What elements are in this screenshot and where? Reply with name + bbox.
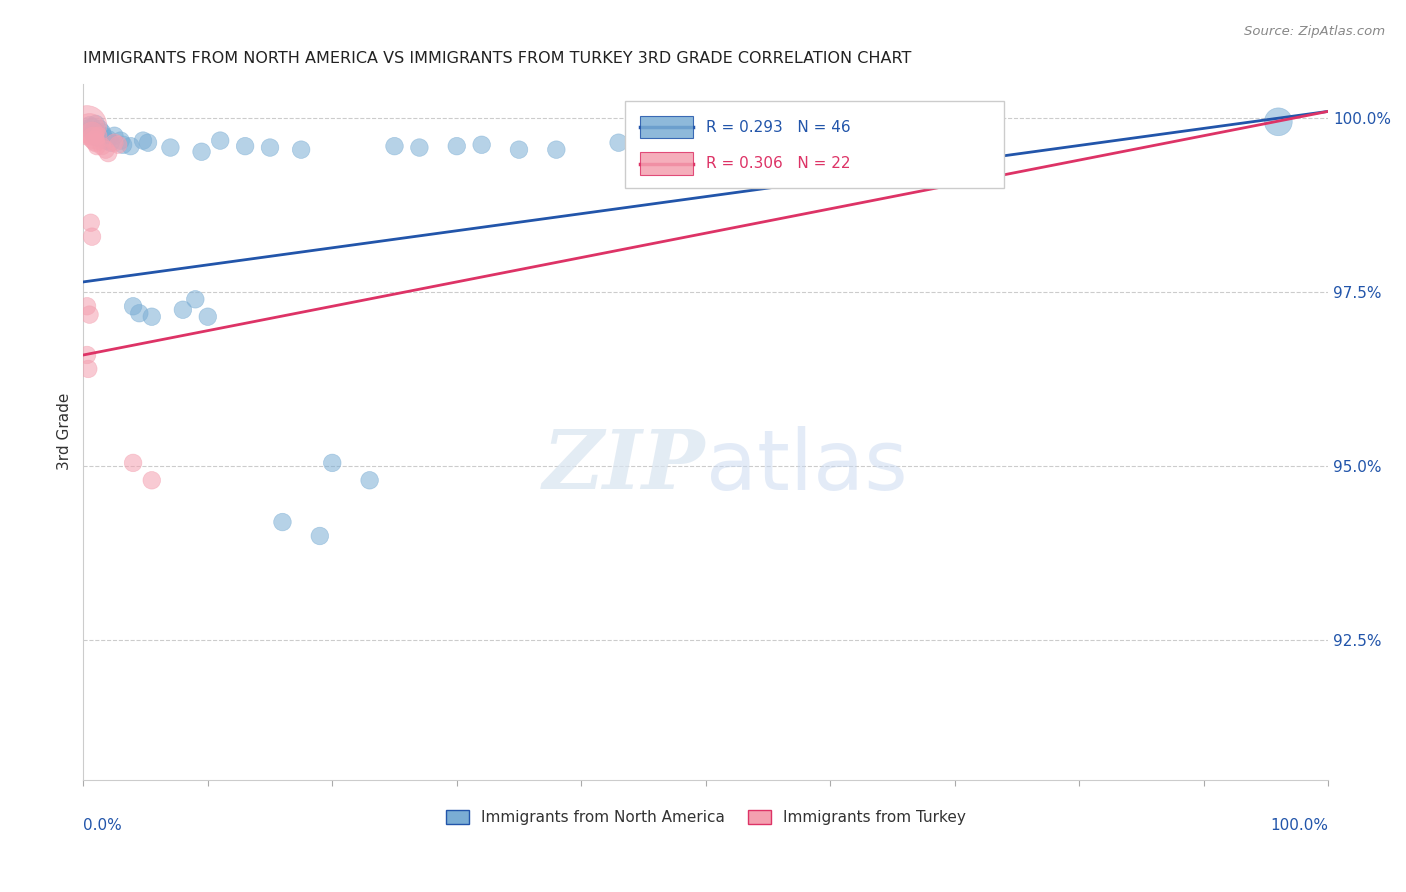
Point [79,308,101,322]
Point [76,121,98,136]
Text: R = 0.306   N = 22: R = 0.306 N = 22 [706,156,851,171]
Point [122,456,145,470]
Point [82,130,104,145]
Point [80,127,103,141]
Point [607,136,630,150]
Point [136,136,159,150]
Point [844,118,866,132]
Point [844,121,866,136]
Point [91,128,114,143]
Point [122,299,145,313]
Point [110,134,132,148]
Point [76,118,98,132]
Point [91,125,114,139]
Point [100,136,122,150]
Point [233,139,256,153]
Point [408,140,430,154]
Point [79,121,101,136]
Point [97,146,120,161]
Point [159,140,181,154]
Text: R = 0.293   N = 46: R = 0.293 N = 46 [706,120,851,135]
Point [80,229,103,244]
Point [120,139,142,153]
FancyBboxPatch shape [624,101,1004,188]
Point [84,117,107,131]
Point [86,139,108,153]
Point [87,130,110,145]
Point [508,143,530,157]
Point [94,143,117,157]
Point [359,473,381,487]
Text: 0.0%: 0.0% [83,818,122,833]
Text: 100.0%: 100.0% [1270,818,1329,833]
Point [83,128,105,143]
Point [259,140,281,154]
Point [546,143,568,157]
Point [446,139,468,153]
Point [76,299,98,313]
Point [82,124,104,138]
Point [94,134,117,148]
Point [197,310,219,324]
FancyBboxPatch shape [640,116,693,138]
Point [76,348,98,362]
Point [209,134,232,148]
Point [79,118,101,132]
Point [80,120,103,134]
Point [80,216,103,230]
Point [97,132,120,146]
Point [77,362,100,376]
Point [172,302,194,317]
FancyBboxPatch shape [640,153,693,175]
Point [112,137,135,152]
Point [308,529,330,543]
Point [84,136,107,150]
Point [384,139,406,153]
Point [321,456,343,470]
Text: IMMIGRANTS FROM NORTH AMERICA VS IMMIGRANTS FROM TURKEY 3RD GRADE CORRELATION CH: IMMIGRANTS FROM NORTH AMERICA VS IMMIGRA… [83,51,911,66]
Point [87,128,110,143]
Point [128,306,150,320]
Point [82,127,104,141]
Point [107,137,129,152]
Text: atlas: atlas [706,425,907,507]
Legend: Immigrants from North America, Immigrants from Turkey: Immigrants from North America, Immigrant… [440,804,972,831]
Point [271,515,294,529]
Text: ZIP: ZIP [543,426,706,507]
Point [290,143,312,157]
Point [141,310,163,324]
Point [471,137,494,152]
Point [1267,115,1289,129]
Point [132,134,155,148]
Point [89,121,111,136]
Point [91,139,114,153]
Point [103,128,125,143]
Point [83,134,105,148]
Point [86,125,108,139]
Point [190,145,212,159]
Y-axis label: 3rd Grade: 3rd Grade [58,392,72,470]
Point [184,293,207,307]
Point [141,473,163,487]
Point [103,136,125,150]
Text: Source: ZipAtlas.com: Source: ZipAtlas.com [1244,25,1385,38]
